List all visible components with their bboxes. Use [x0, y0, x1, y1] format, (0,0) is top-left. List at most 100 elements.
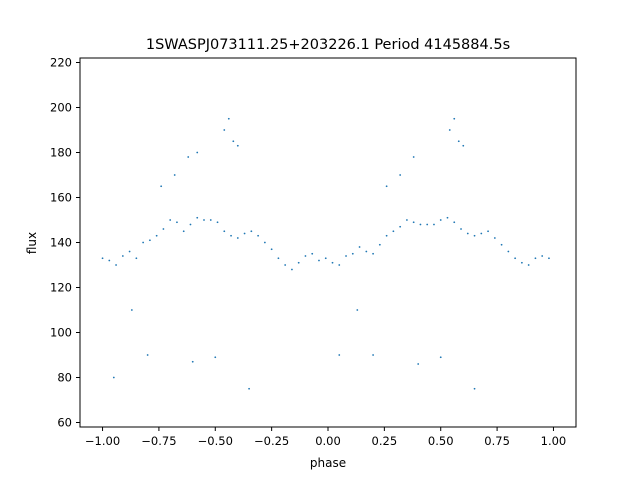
y-axis-ticks: 60 80 100 120 140 160 180 200 220 [50, 56, 80, 430]
data-point [399, 225, 402, 228]
data-point [345, 255, 347, 257]
data-point [462, 144, 465, 147]
data-point [146, 354, 149, 356]
data-point [142, 241, 145, 244]
data-point [250, 230, 253, 233]
x-tick-label: 0.25 [372, 434, 398, 448]
data-point [223, 230, 226, 233]
data-point [365, 250, 368, 253]
data-point [480, 232, 483, 235]
data-point [439, 219, 442, 221]
data-point [101, 257, 104, 260]
data-point [162, 228, 165, 230]
data-point [493, 237, 496, 239]
data-point [378, 243, 381, 246]
data-point [520, 261, 523, 264]
data-point [457, 140, 460, 143]
data-point [453, 117, 456, 120]
y-tick-label: 80 [57, 371, 72, 385]
data-point [412, 156, 415, 158]
data-point [399, 174, 402, 176]
data-point [318, 259, 320, 262]
data-point [338, 354, 341, 356]
scatter-points [101, 117, 550, 390]
data-point [392, 230, 395, 233]
data-point [514, 257, 517, 260]
data-point [182, 230, 185, 233]
data-point [189, 223, 192, 226]
data-point [108, 259, 111, 262]
data-point [304, 255, 307, 257]
data-point [203, 219, 205, 221]
data-point [534, 257, 537, 260]
data-point [196, 151, 199, 154]
data-point [417, 363, 420, 365]
data-point [209, 219, 212, 221]
data-point [439, 356, 442, 359]
data-point [176, 221, 178, 224]
data-point [433, 223, 435, 226]
y-tick-label: 200 [50, 101, 72, 115]
data-point [385, 185, 388, 188]
data-point [155, 234, 158, 237]
data-point [331, 261, 334, 264]
data-point [191, 360, 194, 363]
data-point [284, 264, 287, 266]
data-point [297, 261, 300, 264]
data-point [121, 255, 124, 257]
data-point [128, 250, 131, 253]
data-point [135, 257, 138, 260]
data-point [227, 117, 230, 120]
data-point [232, 140, 235, 143]
data-point [311, 252, 314, 255]
data-point [473, 387, 476, 390]
data-point [356, 309, 359, 311]
y-tick-label: 60 [57, 416, 72, 430]
data-point [257, 234, 260, 237]
x-tick-label: −0.50 [198, 434, 233, 448]
x-tick-label: 0.75 [484, 434, 510, 448]
data-point [358, 246, 361, 248]
data-point [160, 185, 163, 188]
y-axis-label: flux [25, 232, 39, 254]
data-point [351, 252, 354, 255]
data-point [412, 221, 415, 224]
data-point [196, 216, 199, 219]
data-point [277, 257, 280, 260]
data-point [236, 144, 239, 147]
data-point [248, 387, 250, 390]
data-point [527, 264, 530, 266]
data-point [453, 221, 456, 224]
chart-title: 1SWASPJ073111.25+203226.1 Period 4145884… [146, 37, 510, 53]
data-point [115, 264, 117, 266]
data-point [446, 216, 449, 219]
data-point [230, 234, 232, 237]
data-point [487, 230, 489, 233]
y-tick-label: 100 [50, 326, 72, 340]
data-point [541, 255, 544, 257]
data-point [324, 257, 327, 260]
data-point [372, 252, 374, 255]
data-point [169, 219, 172, 221]
data-point [406, 219, 408, 221]
y-tick-label: 140 [50, 236, 72, 250]
data-point [473, 234, 476, 237]
data-point [236, 237, 239, 239]
data-point [448, 129, 451, 131]
data-point [216, 221, 219, 224]
x-tick-label: −1.00 [85, 434, 120, 448]
data-point [460, 228, 462, 230]
y-tick-label: 160 [50, 191, 72, 205]
data-point [214, 356, 217, 359]
y-tick-label: 180 [50, 146, 72, 160]
data-point [385, 234, 388, 237]
data-point [338, 264, 341, 266]
x-tick-label: −0.25 [254, 434, 289, 448]
y-tick-label: 220 [50, 56, 72, 70]
data-point [507, 250, 510, 253]
data-point [270, 248, 273, 251]
x-axis-label: phase [310, 456, 346, 470]
